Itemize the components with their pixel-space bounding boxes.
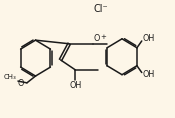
Text: O: O xyxy=(18,79,24,88)
Text: O: O xyxy=(94,34,100,43)
Text: Cl⁻: Cl⁻ xyxy=(94,4,108,14)
Text: OH: OH xyxy=(69,81,81,90)
Text: CH₃: CH₃ xyxy=(4,74,17,80)
Text: OH: OH xyxy=(142,70,155,79)
Text: OH: OH xyxy=(142,34,155,43)
Text: +: + xyxy=(100,34,106,40)
